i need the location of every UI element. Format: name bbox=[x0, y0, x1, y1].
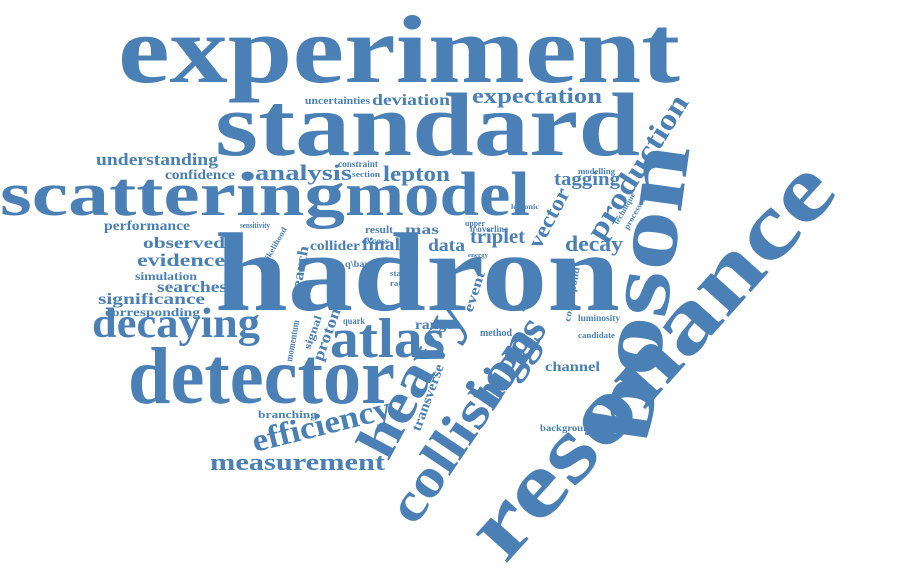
word: measurement bbox=[210, 450, 385, 476]
word: energy bbox=[468, 253, 488, 259]
word: scattering bbox=[0, 161, 345, 229]
word: modelling bbox=[578, 167, 615, 176]
word: mas bbox=[405, 223, 440, 238]
word: performance bbox=[104, 219, 190, 234]
word: atlas bbox=[330, 308, 445, 370]
word: hadron bbox=[215, 211, 620, 335]
word: expectation bbox=[472, 83, 602, 108]
word: model bbox=[345, 161, 530, 229]
word: understanding bbox=[96, 150, 219, 169]
word: candidate bbox=[578, 331, 615, 340]
word: corresponding bbox=[105, 305, 200, 319]
word: decaying bbox=[92, 301, 260, 347]
word: uncertainties bbox=[305, 95, 371, 107]
word: result bbox=[365, 225, 394, 236]
word: jet bbox=[399, 291, 415, 302]
word: data bbox=[428, 235, 465, 255]
word: collider bbox=[310, 239, 360, 254]
word: channel bbox=[545, 360, 600, 375]
word: standard bbox=[215, 76, 640, 175]
word: observed bbox=[143, 235, 225, 252]
word: final bbox=[362, 234, 400, 254]
word: ratio bbox=[390, 279, 408, 288]
word: excess bbox=[362, 236, 390, 246]
word: lepton bbox=[383, 161, 450, 186]
word: branching bbox=[258, 409, 318, 421]
word: confidence bbox=[165, 168, 235, 183]
word: detector bbox=[128, 333, 395, 421]
word: quark bbox=[343, 316, 365, 326]
word: analysis bbox=[255, 160, 353, 185]
word: b\overline bbox=[470, 224, 508, 234]
word: constraint bbox=[338, 159, 378, 169]
word: experiment bbox=[118, 0, 680, 103]
word: simulation bbox=[135, 269, 197, 283]
word: decay bbox=[565, 231, 623, 256]
word: method bbox=[480, 328, 512, 339]
word: evidence bbox=[137, 250, 225, 270]
word: significance bbox=[98, 291, 205, 308]
word: searches bbox=[157, 279, 227, 296]
word: leptonic bbox=[511, 203, 539, 211]
word: triplet bbox=[470, 226, 525, 248]
word: tagging bbox=[554, 169, 621, 190]
word: sensitivity bbox=[240, 221, 270, 230]
word: section bbox=[352, 170, 381, 179]
word: luminosity bbox=[578, 313, 621, 323]
word: q\bar bbox=[345, 259, 369, 269]
word: upper bbox=[465, 219, 485, 228]
word: background bbox=[540, 423, 595, 433]
word: state bbox=[390, 269, 408, 278]
word: deviation bbox=[372, 92, 450, 109]
word: range bbox=[415, 318, 453, 333]
